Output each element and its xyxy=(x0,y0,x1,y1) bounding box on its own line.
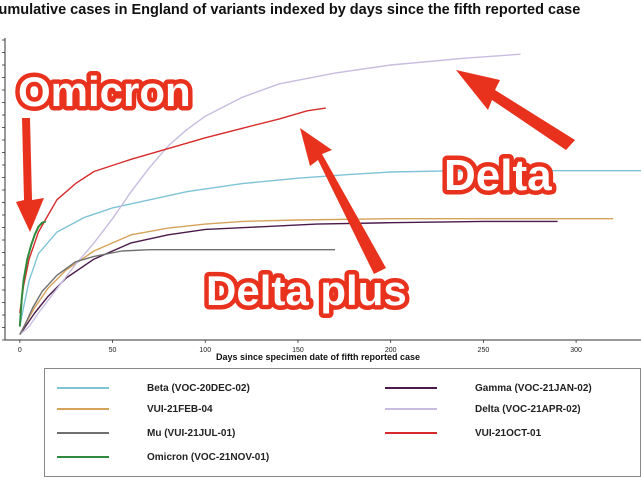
legend-item-omicron: Omicron (VOC-21NOV-01) xyxy=(57,449,269,465)
x-tick-label: 100 xyxy=(199,347,211,354)
legend-label-mu: Mu (VUI-21JUL-01) xyxy=(147,427,236,439)
legend-label-vui-oct: VUI-21OCT-01 xyxy=(475,427,542,439)
series-line-vui-21feb-04 xyxy=(19,217,614,335)
arrow-omicron xyxy=(16,118,44,232)
legend-item-delta: Delta (VOC-21APR-02) xyxy=(385,401,581,417)
legend-item-mu: Mu (VUI-21JUL-01) xyxy=(57,425,235,441)
series-line-delta-voc-21apr-02 xyxy=(19,53,521,336)
callout-delta: Delta xyxy=(444,151,552,200)
legend-item-beta: Beta (VOC-20DEC-02) xyxy=(57,380,250,396)
series-line-omicron-voc-21nov-01 xyxy=(18,220,47,327)
arrow-delta xyxy=(456,70,575,150)
x-axis-label: Days since specimen date of fifth report… xyxy=(216,352,420,362)
callout-omicron: Omicron xyxy=(18,68,191,115)
series-line-vui-21oct-01 xyxy=(19,107,326,314)
x-tick-label: 200 xyxy=(385,347,397,354)
legend-item-gamma: Gamma (VOC-21JAN-02) xyxy=(385,380,592,396)
x-tick-label: 150 xyxy=(292,347,304,354)
arrow-delta-plus xyxy=(300,128,386,274)
series-line-beta-voc-20dec-02 xyxy=(19,169,641,327)
legend-label-delta: Delta (VOC-21APR-02) xyxy=(475,403,581,415)
legend-label-gamma: Gamma (VOC-21JAN-02) xyxy=(475,382,592,394)
ticks-layer: 0 50 100 150 200 250 300 xyxy=(18,340,582,354)
legend-item-vui-feb: VUI-21FEB-04 xyxy=(57,401,213,417)
callout-delta-plus: Delta plus xyxy=(206,267,407,314)
chart-title: Cumulative cases in England of variants … xyxy=(0,2,581,18)
series-line-gamma-voc-21jan-02 xyxy=(19,220,558,335)
legend-label-vui-feb: VUI-21FEB-04 xyxy=(147,403,213,415)
legend-label-omicron: Omicron (VOC-21NOV-01) xyxy=(147,451,270,463)
axes xyxy=(2,38,641,341)
legend-label-beta: Beta (VOC-20DEC-02) xyxy=(147,382,250,394)
series-layer xyxy=(18,53,641,336)
series-line-mu-vui-21jul-01 xyxy=(19,248,336,335)
legend-item-vui-oct: VUI-21OCT-01 xyxy=(385,425,541,441)
x-tick-label: 50 xyxy=(109,347,117,354)
chart-plot: 0 50 100 150 200 250 300 Days since specimen d… xyxy=(2,38,641,362)
x-tick-label: 250 xyxy=(478,347,490,354)
callout-arrows xyxy=(16,70,575,274)
x-tick-label: 0 xyxy=(18,347,22,354)
legend: Beta (VOC-20DEC-02) Gamma (VOC-21JAN-02)… xyxy=(44,368,641,477)
x-tick-label: 300 xyxy=(570,347,582,354)
